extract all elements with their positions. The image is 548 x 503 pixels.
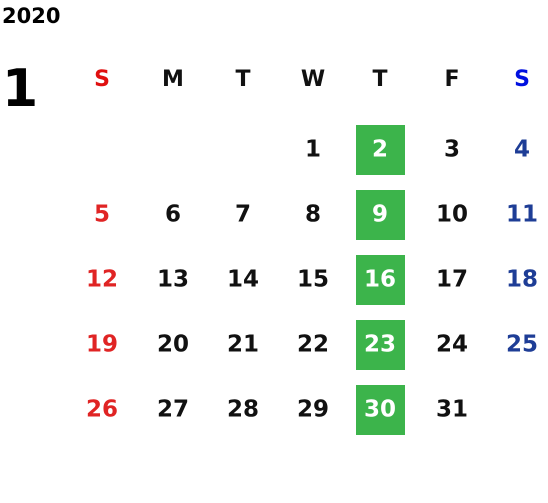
day: 10	[436, 202, 468, 228]
weekday-label: F	[444, 67, 459, 92]
highlight-box	[356, 125, 405, 175]
year: 2020	[2, 4, 60, 28]
highlight-box	[356, 385, 405, 435]
day: 7	[235, 202, 251, 228]
weekday-label: T	[235, 67, 250, 92]
day: 16	[364, 267, 396, 293]
day: 25	[506, 332, 538, 358]
day: 2	[372, 137, 388, 163]
day: 8	[305, 202, 321, 228]
highlight-box	[356, 320, 405, 370]
highlight-box	[356, 190, 405, 240]
day: 27	[157, 397, 189, 423]
day: 12	[86, 267, 118, 293]
day: 3	[444, 137, 460, 163]
day: 5	[94, 202, 110, 228]
day: 24	[436, 332, 468, 358]
month: 1	[2, 59, 38, 119]
weekday-label: S	[94, 67, 110, 92]
day: 29	[297, 397, 329, 423]
day: 6	[165, 202, 181, 228]
day: 20	[157, 332, 189, 358]
day: 14	[227, 267, 259, 293]
day: 22	[297, 332, 329, 358]
weekday-label: S	[514, 67, 530, 92]
day: 23	[364, 332, 396, 358]
day: 13	[157, 267, 189, 293]
day: 26	[86, 397, 118, 423]
highlight-box	[356, 255, 405, 305]
weekday-label: W	[301, 67, 325, 92]
day: 1	[305, 137, 321, 163]
weekday-label: T	[372, 67, 387, 92]
day: 15	[297, 267, 329, 293]
day: 18	[506, 267, 538, 293]
day: 17	[436, 267, 468, 293]
day: 30	[364, 397, 396, 423]
day: 28	[227, 397, 259, 423]
day: 19	[86, 332, 118, 358]
day: 4	[514, 137, 530, 163]
weekday-label: M	[162, 67, 184, 92]
day: 21	[227, 332, 259, 358]
day: 11	[506, 202, 538, 228]
day: 31	[436, 397, 468, 423]
day: 9	[372, 202, 388, 228]
